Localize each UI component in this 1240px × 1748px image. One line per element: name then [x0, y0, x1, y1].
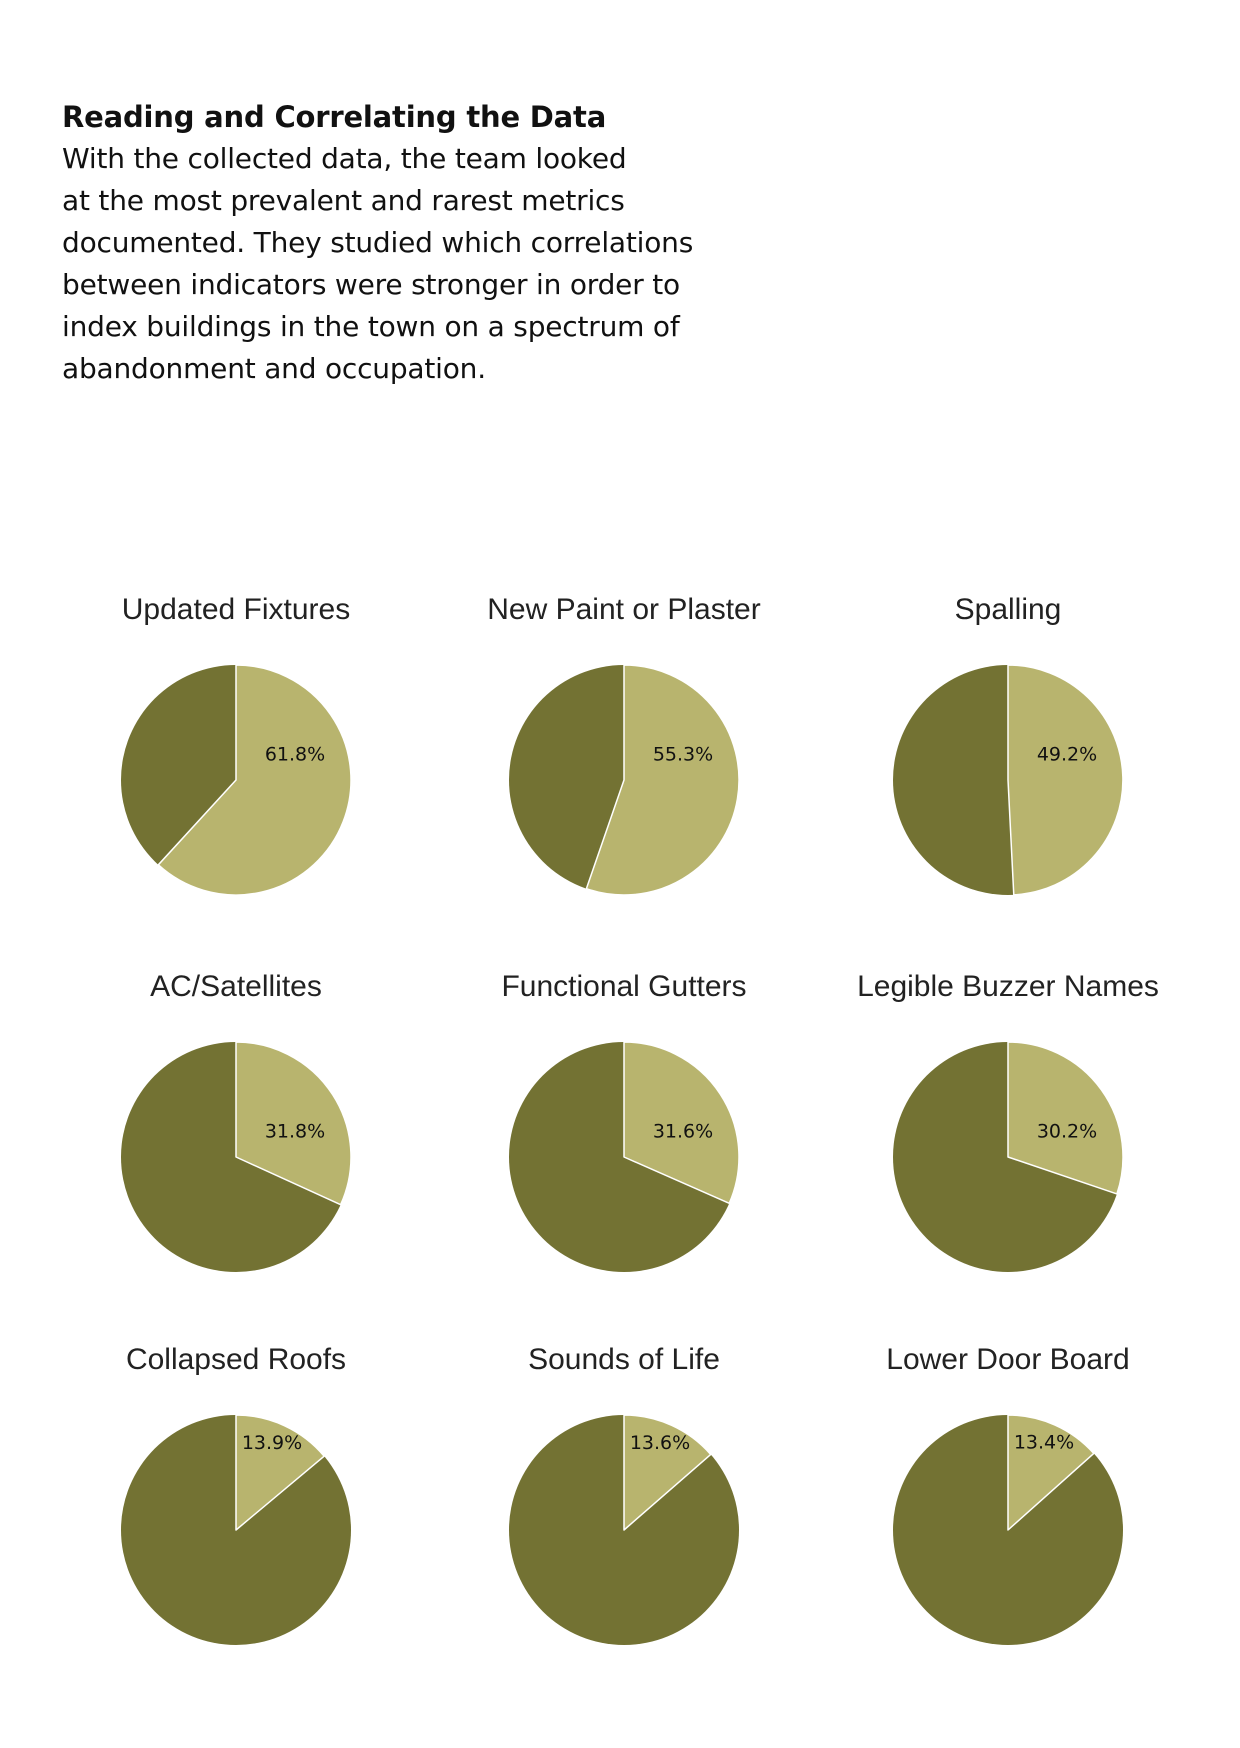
- intro-body-line: index buildings in the town on a spectru…: [62, 310, 680, 343]
- intro-heading: Reading and Correlating the Data: [62, 100, 607, 134]
- pie-chart: Functional Gutters 31.6%: [501, 970, 747, 1272]
- intro-body-line: documented. They studied which correlati…: [62, 226, 694, 259]
- pie-value-label: 13.9%: [242, 1432, 302, 1454]
- pie-title: Functional Gutters: [501, 970, 746, 1003]
- pie-slice-highlight: [1007, 1414, 1095, 1531]
- pie-chart: Sounds of Life 13.6%: [509, 1343, 739, 1645]
- pie-title: New Paint or Plaster: [487, 593, 760, 626]
- pie-slice-highlight: [623, 1414, 712, 1531]
- intro-body-line: With the collected data, the team looked: [62, 142, 627, 175]
- pie-title: Legible Buzzer Names: [857, 970, 1159, 1003]
- pie-slice-highlight: [235, 1041, 352, 1206]
- pie-value-label: 31.6%: [653, 1121, 713, 1143]
- pie-chart: Legible Buzzer Names 30.2%: [857, 970, 1159, 1272]
- pie-slice-highlight: [157, 664, 352, 896]
- intro-body-line: between indicators were stronger in orde…: [62, 268, 680, 301]
- pie-chart: AC/Satellites 31.8%: [121, 970, 352, 1272]
- pie-title: Sounds of Life: [528, 1343, 720, 1376]
- pie-slice-highlight: [235, 1414, 325, 1531]
- pie-chart: New Paint or Plaster 55.3%: [487, 593, 761, 896]
- pie-title: AC/Satellites: [150, 970, 322, 1003]
- pie-value-label: 30.2%: [1037, 1121, 1097, 1143]
- pie-chart: Updated Fixtures 61.8%: [121, 593, 352, 896]
- pie-value-label: 13.4%: [1014, 1432, 1074, 1454]
- pie-value-label: 55.3%: [653, 744, 713, 766]
- pie-chart: Lower Door Board 13.4%: [886, 1343, 1130, 1645]
- pie-title: Updated Fixtures: [122, 593, 350, 626]
- pie-title: Collapsed Roofs: [126, 1343, 346, 1376]
- pie-title: Lower Door Board: [886, 1343, 1129, 1376]
- pie-slice-highlight: [1007, 664, 1124, 896]
- pie-chart: Spalling 49.2%: [893, 593, 1124, 896]
- pie-value-label: 61.8%: [265, 744, 325, 766]
- pie-value-label: 13.6%: [630, 1432, 690, 1454]
- pie-slice-highlight: [623, 1041, 740, 1205]
- pie-title: Spalling: [955, 593, 1062, 626]
- intro-body-line: abandonment and occupation.: [62, 352, 486, 385]
- pie-slice-highlight: [585, 664, 740, 896]
- intro-section: Reading and Correlating the Data With th…: [62, 96, 762, 390]
- pie-value-label: 31.8%: [265, 1121, 325, 1143]
- pie-value-label: 49.2%: [1037, 744, 1097, 766]
- intro-body-line: at the most prevalent and rarest metrics: [62, 184, 625, 217]
- pie-chart: Collapsed Roofs 13.9%: [121, 1343, 351, 1645]
- pie-slice-highlight: [1007, 1041, 1124, 1195]
